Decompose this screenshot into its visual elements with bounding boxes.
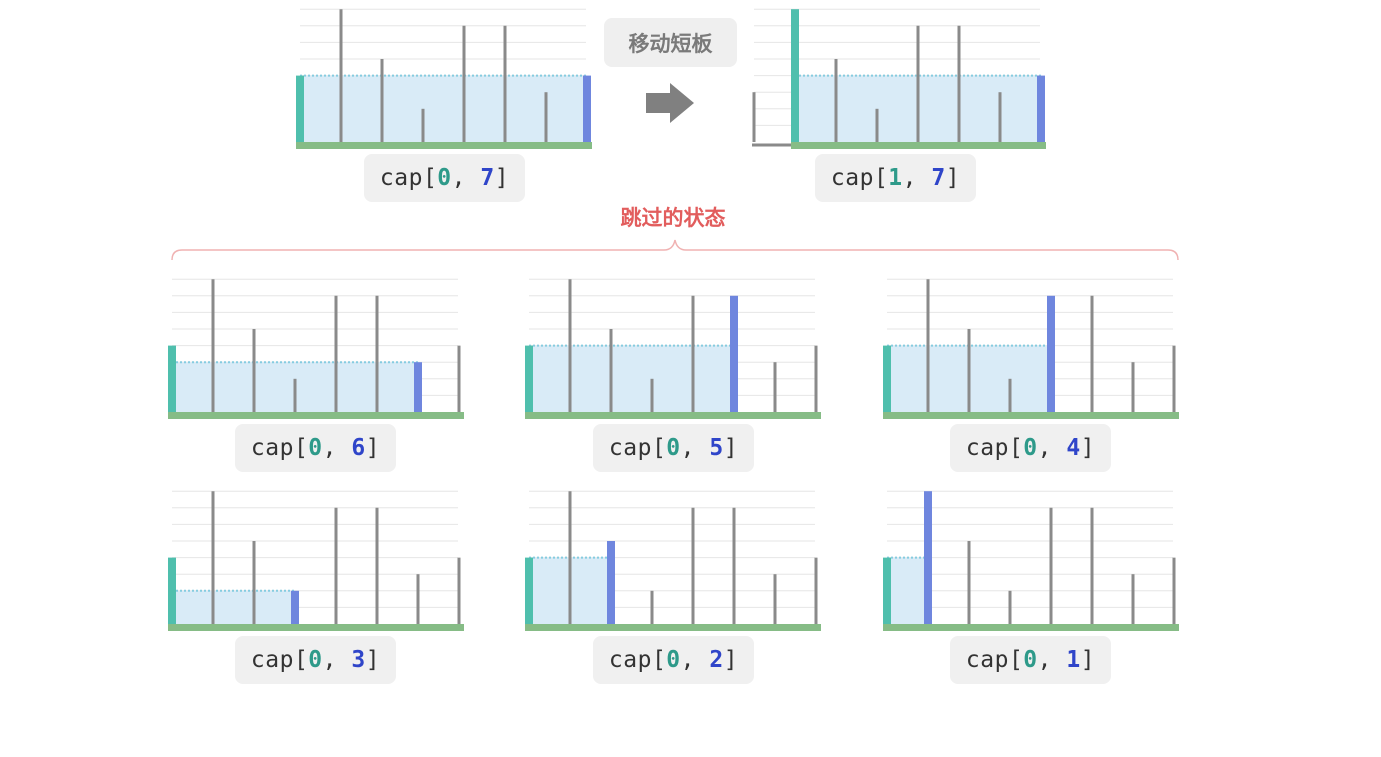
- panel-skip-0-3: [168, 488, 464, 638]
- cap-separator: ,: [1037, 435, 1067, 461]
- right-board: [414, 362, 422, 412]
- cap-separator: ,: [322, 647, 352, 673]
- right-board: [291, 590, 299, 624]
- skipped-states-title: 跳过的状态: [620, 206, 726, 230]
- left-index: 1: [888, 165, 903, 191]
- cap-prefix: cap[: [965, 647, 1024, 673]
- ground: [883, 624, 1179, 631]
- right-index: 1: [1066, 647, 1081, 673]
- cap-label-skip-0-5: cap[0, 5]: [593, 424, 754, 472]
- panel-skip-0-5: [525, 276, 821, 426]
- cap-prefix: cap[: [965, 435, 1024, 461]
- left-index: 0: [308, 647, 323, 673]
- right-board: [1047, 295, 1055, 412]
- ground: [168, 624, 464, 631]
- container-diagram: [883, 490, 1179, 631]
- cap-label-skip-0-4: cap[0, 4]: [950, 424, 1111, 472]
- left-board: [883, 557, 891, 624]
- right-board: [730, 295, 738, 412]
- cap-suffix: ]: [494, 165, 510, 191]
- cap-label-skip-0-6: cap[0, 6]: [235, 424, 396, 472]
- left-board: [525, 345, 533, 412]
- right-index: 6: [351, 435, 366, 461]
- cap-suffix: ]: [945, 165, 961, 191]
- left-index: 0: [1023, 647, 1038, 673]
- right-board: [1037, 75, 1045, 142]
- container-diagram: [525, 278, 821, 419]
- right-index: 3: [351, 647, 366, 673]
- cap-prefix: cap[: [608, 435, 667, 461]
- right-index: 4: [1066, 435, 1081, 461]
- left-index: 0: [666, 647, 681, 673]
- container-diagram: [168, 490, 464, 631]
- cap-prefix: cap[: [379, 165, 438, 191]
- right-index: 5: [709, 435, 724, 461]
- right-board: [583, 75, 591, 142]
- cap-prefix: cap[: [250, 435, 309, 461]
- cap-separator: ,: [680, 647, 710, 673]
- ground: [883, 412, 1179, 419]
- cap-prefix: cap[: [830, 165, 889, 191]
- cap-label-top-after: cap[1, 7]: [815, 154, 976, 202]
- water-area: [300, 75, 587, 142]
- container-diagram: [296, 8, 592, 149]
- cap-suffix: ]: [723, 435, 739, 461]
- panel-top-before: [296, 6, 592, 156]
- left-board: [168, 557, 176, 624]
- left-index: 0: [666, 435, 681, 461]
- water-area: [529, 345, 734, 412]
- cap-suffix: ]: [365, 647, 381, 673]
- left-board: [296, 75, 304, 142]
- cap-suffix: ]: [723, 647, 739, 673]
- cap-separator: ,: [680, 435, 710, 461]
- cap-separator: ,: [322, 435, 352, 461]
- ground: [168, 412, 464, 419]
- right-board: [607, 541, 615, 624]
- panel-top-after: [750, 6, 1046, 156]
- ground: [525, 412, 821, 419]
- cap-suffix: ]: [1080, 435, 1096, 461]
- left-board: [525, 557, 533, 624]
- skipped-states-brace: [171, 239, 1179, 261]
- container-diagram: [883, 278, 1179, 419]
- left-board: [168, 345, 176, 412]
- panel-skip-0-6: [168, 276, 464, 426]
- cap-label-skip-0-3: cap[0, 3]: [235, 636, 396, 684]
- cap-suffix: ]: [1080, 647, 1096, 673]
- move-short-board-badge: 移动短板: [604, 18, 737, 67]
- left-board: [883, 345, 891, 412]
- cap-separator: ,: [1037, 647, 1067, 673]
- container-diagram: [525, 490, 821, 631]
- panel-skip-0-4: [883, 276, 1179, 426]
- right-arrow-icon: [646, 83, 694, 123]
- left-index: 0: [437, 165, 452, 191]
- right-index: 7: [480, 165, 495, 191]
- cap-separator: ,: [451, 165, 481, 191]
- cap-label-skip-0-1: cap[0, 1]: [950, 636, 1111, 684]
- panel-skip-0-2: [525, 488, 821, 638]
- right-index: 2: [709, 647, 724, 673]
- left-index: 0: [308, 435, 323, 461]
- right-board: [924, 491, 932, 624]
- cap-label-top-before: cap[0, 7]: [364, 154, 525, 202]
- ground: [791, 142, 1046, 149]
- ground: [296, 142, 592, 149]
- left-board: [791, 9, 799, 143]
- left-index: 0: [1023, 435, 1038, 461]
- cap-prefix: cap[: [250, 647, 309, 673]
- container-diagram: [168, 278, 464, 419]
- cap-prefix: cap[: [608, 647, 667, 673]
- cap-label-skip-0-2: cap[0, 2]: [593, 636, 754, 684]
- water-area: [172, 590, 295, 624]
- right-index: 7: [931, 165, 946, 191]
- panel-skip-0-1: [883, 488, 1179, 638]
- cap-suffix: ]: [365, 435, 381, 461]
- cap-separator: ,: [902, 165, 932, 191]
- ground: [525, 624, 821, 631]
- water-area: [887, 557, 928, 624]
- container-diagram: [752, 8, 1046, 149]
